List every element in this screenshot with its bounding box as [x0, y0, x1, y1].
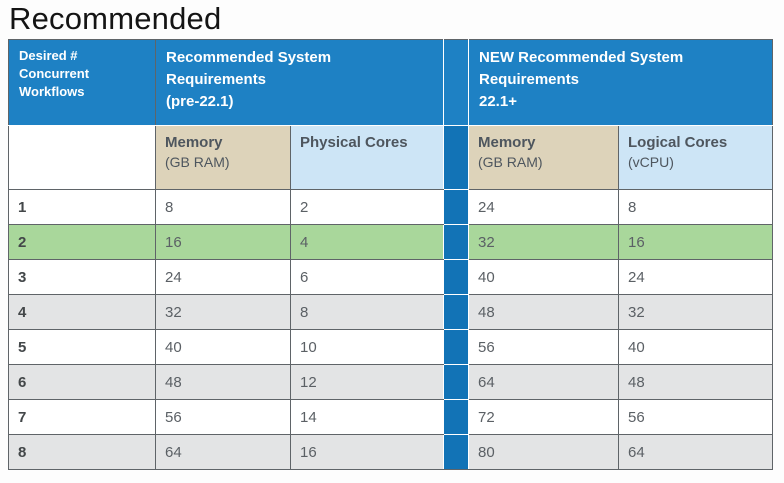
cell-new-cores: 56 [617, 399, 774, 435]
subheader-blank-cell [8, 125, 156, 190]
subheader-pre-memory-title: Memory [165, 134, 223, 151]
cell-pre-cores: 14 [290, 399, 444, 435]
table-row: 5 40 10 56 40 [8, 329, 774, 365]
cell-pre-memory: 16 [155, 224, 291, 260]
cell-new-memory: 40 [468, 259, 619, 295]
cell-new-cores: 24 [617, 259, 774, 295]
cell-workflows: 2 [8, 224, 156, 260]
cell-workflows: 3 [8, 259, 156, 295]
subheader-new-memory-unit: (GB RAM) [478, 154, 543, 171]
table-row: 7 56 14 72 56 [8, 399, 774, 435]
cell-pre-memory: 40 [155, 329, 291, 365]
cell-workflows: 4 [8, 294, 156, 330]
cell-new-cores: 64 [617, 434, 774, 470]
system-requirements-table: Desired # Concurrent Workflows Recommend… [8, 39, 774, 470]
subheader-logical-cores: Logical Cores (vCPU) [617, 125, 774, 190]
cell-pre-cores: 4 [290, 224, 444, 260]
subheader-new-memory: Memory (GB RAM) [468, 125, 619, 190]
separator-cell [443, 434, 469, 470]
cell-pre-cores: 8 [290, 294, 444, 330]
cell-new-cores: 8 [617, 189, 774, 225]
table-row: 8 64 16 80 64 [8, 434, 774, 470]
table-row: 3 24 6 40 24 [8, 259, 774, 295]
separator-cell [443, 399, 469, 435]
separator-cell [443, 189, 469, 225]
cell-pre-memory: 32 [155, 294, 291, 330]
cell-new-cores: 48 [617, 364, 774, 400]
cell-new-memory: 24 [468, 189, 619, 225]
subheader-row: Memory (GB RAM) Physical Cores Memory (G… [8, 125, 774, 190]
cell-pre-cores: 12 [290, 364, 444, 400]
cell-pre-memory: 24 [155, 259, 291, 295]
cell-new-cores: 40 [617, 329, 774, 365]
separator-cell [443, 364, 469, 400]
subheader-physical-cores-title: Physical Cores [300, 134, 408, 151]
subheader-logical-cores-title: Logical Cores [628, 134, 728, 151]
header-group-row: Desired # Concurrent Workflows Recommend… [8, 39, 774, 126]
separator-cell [443, 329, 469, 365]
cell-workflows: 7 [8, 399, 156, 435]
subheader-logical-cores-unit: (vCPU) [628, 154, 674, 171]
subheader-pre-memory: Memory (GB RAM) [155, 125, 291, 190]
cell-new-cores: 16 [617, 224, 774, 260]
cell-new-memory: 64 [468, 364, 619, 400]
cell-pre-memory: 56 [155, 399, 291, 435]
cell-pre-cores: 10 [290, 329, 444, 365]
separator-column-subheader [443, 125, 469, 190]
cell-workflows: 1 [8, 189, 156, 225]
column-header-concurrent-workflows: Desired # Concurrent Workflows [8, 39, 156, 126]
separator-cell [443, 259, 469, 295]
table-row: 6 48 12 64 48 [8, 364, 774, 400]
cell-pre-cores: 16 [290, 434, 444, 470]
cell-pre-memory: 48 [155, 364, 291, 400]
cell-pre-memory: 8 [155, 189, 291, 225]
table-row: 1 8 2 24 8 [8, 189, 774, 225]
cell-new-memory: 48 [468, 294, 619, 330]
cell-workflows: 6 [8, 364, 156, 400]
separator-cell [443, 294, 469, 330]
column-group-new-221: NEW Recommended System Requirements 22.1… [467, 39, 774, 126]
cell-pre-cores: 6 [290, 259, 444, 295]
separator-cell [443, 224, 469, 260]
separator-column-header [443, 39, 469, 126]
subheader-pre-memory-unit: (GB RAM) [165, 154, 230, 171]
cell-pre-memory: 64 [155, 434, 291, 470]
table-row: 2 16 4 32 16 [8, 224, 774, 260]
cell-new-memory: 80 [468, 434, 619, 470]
subheader-physical-cores: Physical Cores [290, 125, 444, 190]
cell-pre-cores: 2 [290, 189, 444, 225]
column-group-pre-221: Recommended System Requirements (pre-22.… [155, 39, 444, 126]
page-title: Recommended [9, 1, 222, 36]
subheader-new-memory-title: Memory [478, 134, 536, 151]
cell-workflows: 5 [8, 329, 156, 365]
cell-new-memory: 72 [468, 399, 619, 435]
table-row: 4 32 8 48 32 [8, 294, 774, 330]
cell-new-memory: 56 [468, 329, 619, 365]
cell-workflows: 8 [8, 434, 156, 470]
cell-new-memory: 32 [468, 224, 619, 260]
cell-new-cores: 32 [617, 294, 774, 330]
